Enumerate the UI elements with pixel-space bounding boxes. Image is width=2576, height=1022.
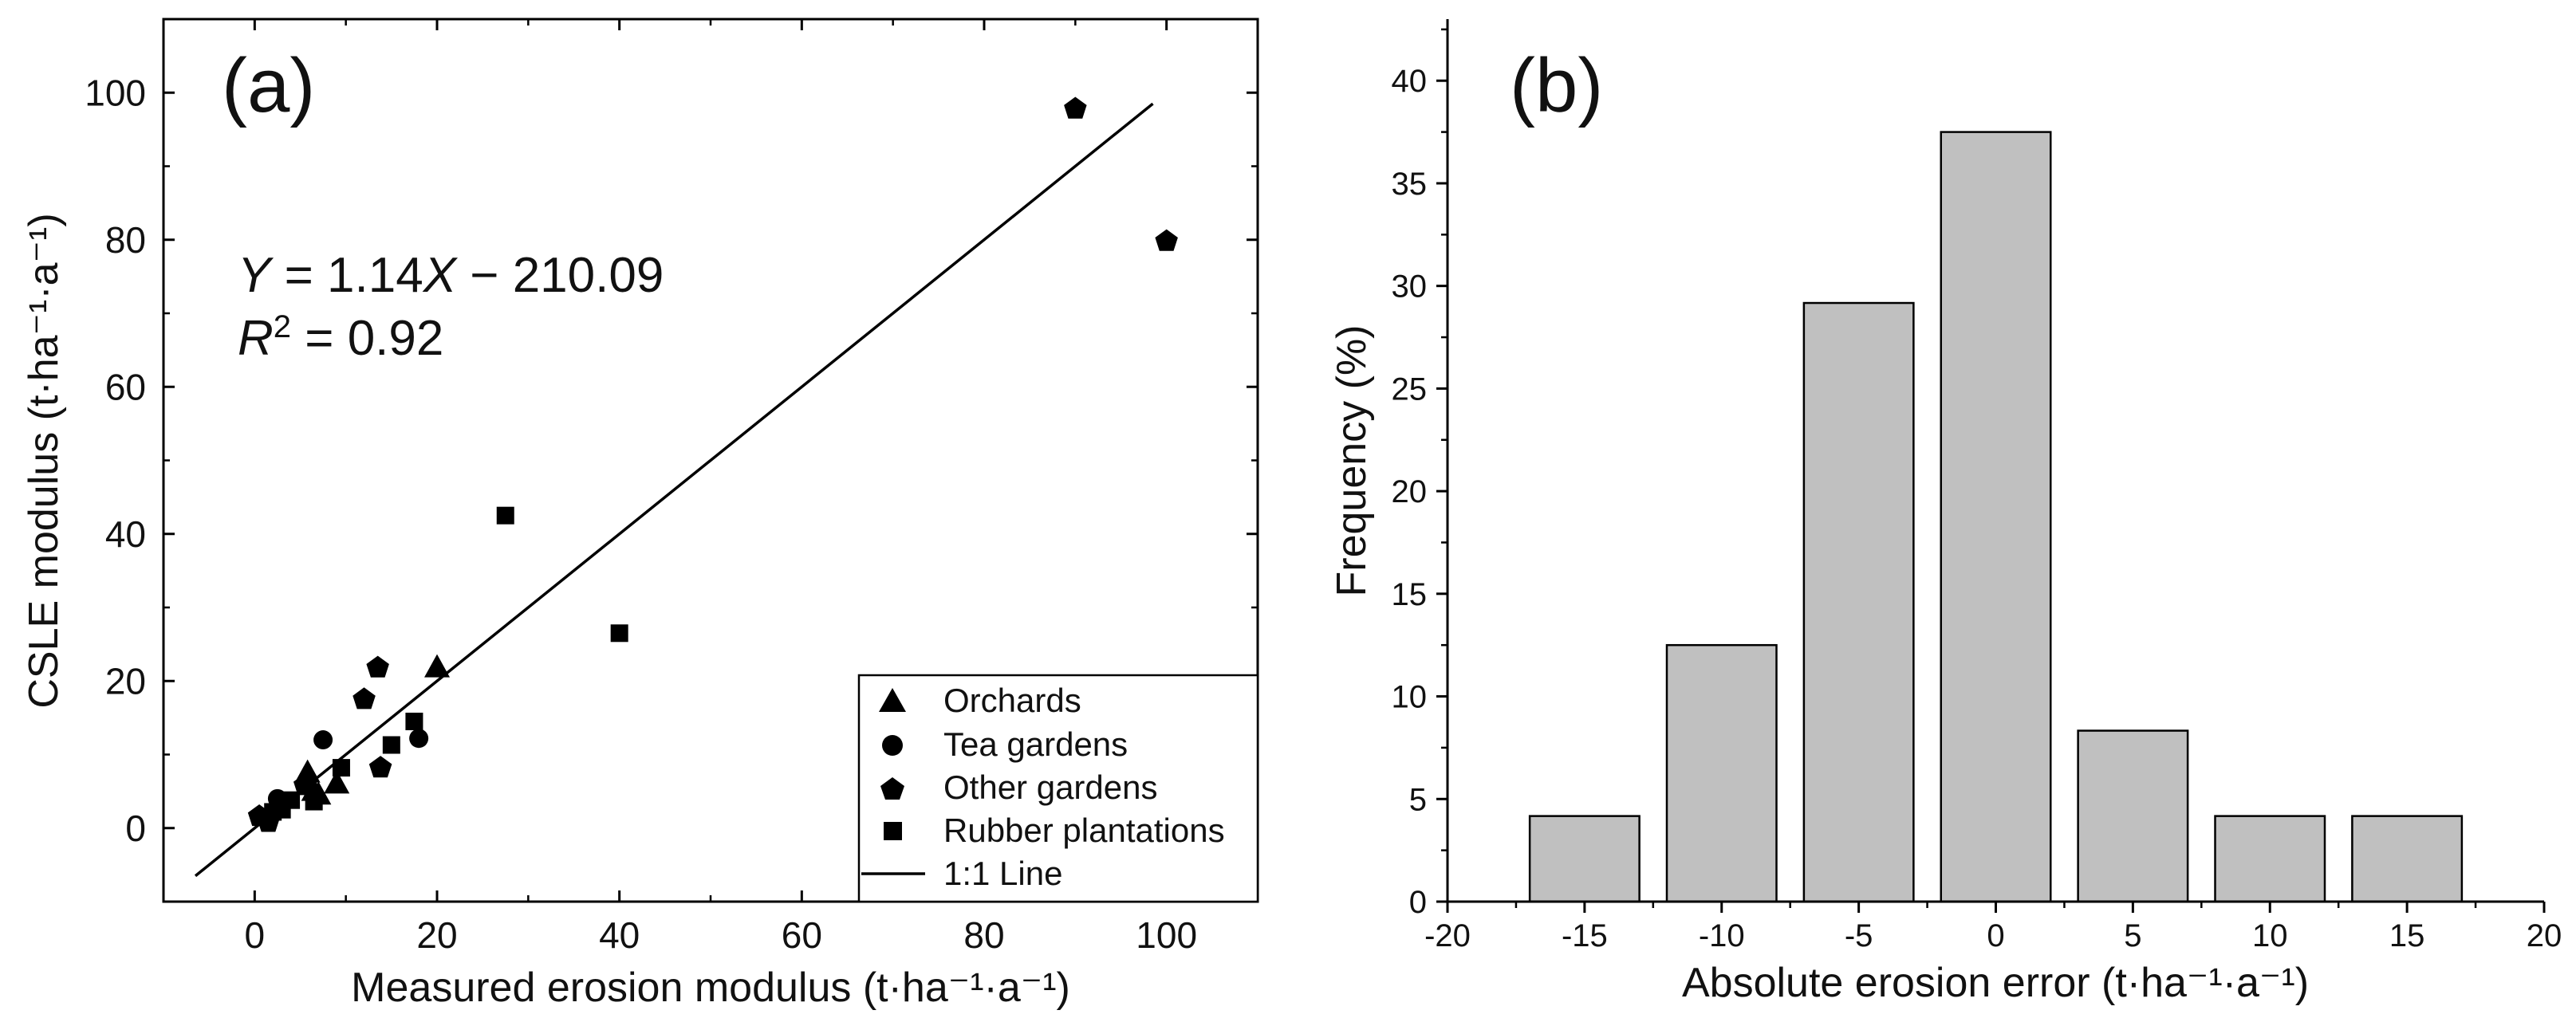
x-tick-label: 10 [2252, 918, 2288, 953]
rubber-plantation-point [382, 736, 400, 754]
legend-triangle-marker [879, 688, 906, 712]
legend-label-orchards: Orchards [943, 682, 1081, 719]
y-tick-label: 100 [85, 72, 146, 113]
histogram-bar [2077, 729, 2189, 903]
tea-garden-point [409, 729, 429, 749]
x-axis-ticks: -20 -15 -10 -5 0 5 10 15 20 [1424, 902, 2562, 953]
x-axis-label: Measured erosion modulus (t·ha⁻¹·a⁻¹) [351, 965, 1070, 1011]
y-tick-label: 20 [105, 660, 146, 702]
x-tick-label: 80 [963, 914, 1004, 956]
regression-equation: Y = 1.14X − 210.09 [238, 248, 664, 303]
histogram-bar [1528, 815, 1641, 903]
other-garden-point [293, 773, 317, 796]
legend-item-other-gardens: Other gardens [880, 768, 1158, 806]
rubber-plantation-point [332, 759, 350, 777]
panel-label: (a) [222, 43, 315, 128]
x-axis-ticks: 0 20 40 60 80 100 [162, 19, 1259, 956]
scatter-panel: 0 20 40 60 80 100 0 20 40 60 80 100 (a) Y = 1.14X … [21, 18, 1259, 1011]
histogram-bar [1665, 643, 1778, 903]
x-tick-label: 20 [2527, 918, 2562, 953]
data-points [247, 96, 1178, 832]
histogram-bar [2351, 815, 2464, 903]
y-tick-label: 10 [1392, 680, 1428, 715]
other-garden-point [368, 756, 392, 778]
x-tick-label: 100 [1136, 914, 1197, 956]
legend-pentagon-marker [880, 777, 904, 800]
rubber-plantation-point [282, 791, 301, 809]
legend-label-tea-gardens: Tea gardens [943, 725, 1128, 763]
legend-item-orchards: Orchards [879, 682, 1081, 719]
other-garden-point [1064, 96, 1087, 119]
y-tick-label: 30 [1392, 269, 1428, 305]
x-tick-label: -20 [1424, 918, 1471, 953]
other-garden-point [366, 655, 389, 678]
other-garden-point [1155, 229, 1178, 251]
y-tick-label: 40 [105, 513, 146, 555]
rubber-plantation-point [496, 506, 514, 525]
y-tick-label: 15 [1392, 577, 1428, 612]
x-tick-label: -10 [1699, 918, 1745, 953]
y-tick-label: 0 [125, 808, 146, 849]
x-axis-label: Absolute erosion error (t·ha⁻¹·a⁻¹) [1682, 960, 2309, 1006]
legend-box [857, 674, 1259, 903]
y-tick-label: 0 [1409, 885, 1427, 920]
legend-square-marker [884, 822, 902, 840]
tea-garden-point [313, 730, 333, 750]
y-tick-label: 35 [1392, 167, 1428, 202]
rubber-plantation-point [405, 712, 423, 730]
legend-item-rubber-plantations: Rubber plantations [884, 812, 1225, 849]
r-squared: R2 = 0.92 [238, 309, 443, 366]
y-axis-label: Frequency (%) [1329, 325, 1375, 597]
y-axis-ticks: 0 5 10 15 20 25 30 35 40 [1392, 28, 1448, 920]
histogram-bar [1940, 131, 2052, 903]
histogram-panel: -20 -15 -10 -5 0 5 10 15 20 0 5 10 15 20 25 30 35 40 (b)… [1329, 19, 2562, 1006]
histogram-bar [2214, 815, 2326, 903]
x-tick-label: 15 [2389, 918, 2425, 953]
legend-item-tea-gardens: Tea gardens [882, 725, 1128, 763]
legend: Orchards Tea gardens Other gardens Rubbe… [857, 674, 1259, 903]
x-tick-label: 0 [1987, 918, 2004, 953]
x-tick-label: -5 [1845, 918, 1873, 953]
histogram-bar [1802, 301, 1915, 903]
panel-label: (b) [1510, 43, 1603, 128]
x-tick-label: -15 [1562, 918, 1608, 953]
y-tick-label: 80 [105, 219, 146, 261]
rubber-plantation-point [610, 624, 628, 643]
y-tick-label: 5 [1409, 782, 1427, 817]
x-tick-label: 5 [2124, 918, 2141, 953]
x-tick-label: 0 [245, 914, 266, 956]
y-tick-label: 25 [1392, 371, 1428, 407]
y-tick-label: 20 [1392, 474, 1428, 509]
legend-item-identity-line: 1:1 Line [861, 855, 1062, 892]
identity-line [194, 102, 1154, 878]
y-axis-ticks: 0 20 40 60 80 100 [85, 18, 1258, 903]
legend-label-other-gardens: Other gardens [943, 768, 1158, 806]
other-garden-point [353, 687, 376, 710]
x-tick-label: 40 [599, 914, 640, 956]
y-tick-label: 60 [105, 366, 146, 407]
y-tick-label: 40 [1392, 64, 1428, 99]
orchard-point [424, 654, 450, 678]
legend-label-identity-line: 1:1 Line [943, 855, 1062, 892]
rubber-plantation-point [305, 792, 323, 811]
bars [1528, 131, 2464, 903]
y-axis-label: CSLE modulus (t·ha⁻¹·a⁻¹) [21, 213, 67, 708]
legend-circle-marker [882, 735, 903, 756]
x-tick-label: 20 [416, 914, 457, 956]
orchard-point [324, 770, 350, 794]
legend-label-rubber-plantations: Rubber plantations [943, 812, 1225, 849]
x-tick-label: 60 [782, 914, 822, 956]
